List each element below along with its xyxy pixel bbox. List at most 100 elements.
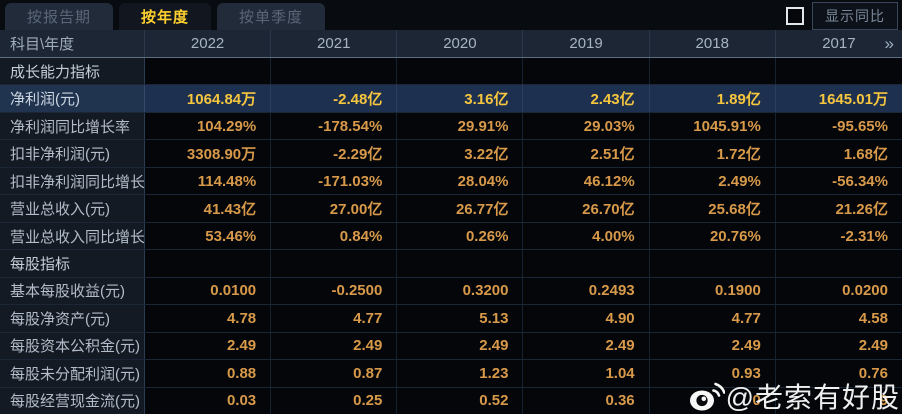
corner-header-cell: 科目\年度 <box>0 30 145 57</box>
cell-value: 0.0200 <box>775 277 902 305</box>
cell-value: 1045.91% <box>649 112 776 140</box>
row-label: 每股净资产(元) <box>0 305 145 332</box>
section-row[interactable]: 每股指标 <box>0 250 902 278</box>
year-header: 2018 <box>650 30 776 57</box>
cell-value: 2.49 <box>397 332 524 360</box>
cell-value <box>775 58 902 85</box>
cell-value: 25.68亿 <box>649 195 776 222</box>
cell-value <box>649 250 776 277</box>
cell-value: -95.65% <box>775 112 902 140</box>
cell-value: 0.03 <box>145 387 272 414</box>
row-label: 每股资本公积金(元) <box>0 332 145 360</box>
cell-value: 0.25 <box>271 387 398 414</box>
cell-value: 1645.01万 <box>775 85 902 112</box>
cell-value: -56.34% <box>775 167 902 195</box>
cell-value: -178.54% <box>271 112 398 140</box>
table-row[interactable]: 营业总收入同比增长率 53.46%0.84%0.26%4.00%20.76%-2… <box>0 222 902 251</box>
cell-value: 53.46% <box>145 222 272 250</box>
show-yoy-label[interactable]: 显示同比 <box>812 2 898 30</box>
cell-value: 4.00% <box>523 222 650 250</box>
cell-value: 2.49 <box>523 332 650 360</box>
table-body: 成长能力指标 净利润(元) 1064.84万 -2.48亿 3.16亿 2.43亿 1.… <box>0 58 902 414</box>
cell-value: 0.1900 <box>649 277 776 305</box>
cell-value: 1064.84万 <box>145 85 272 112</box>
tab-report-period[interactable]: 按报告期 <box>5 3 114 30</box>
table-header-row: 科目\年度 2022 2021 2020 2019 2018 2017 » <box>0 30 902 58</box>
cell-value: 0.76 <box>775 360 902 387</box>
cell-value: 29.03% <box>523 112 650 140</box>
year-header: 2017 » <box>776 30 902 57</box>
table-row[interactable]: 基本每股收益(元) 0.0100 -0.2500 0.3200 0.2493 0.190… <box>0 277 902 306</box>
cell-value: 0.84% <box>271 222 398 250</box>
tab-quarterly[interactable]: 按单季度 <box>217 3 326 30</box>
year-header: 2020 <box>397 30 524 57</box>
top-right-controls: 显示同比 <box>786 2 898 30</box>
section-row[interactable]: 成长能力指标 <box>0 58 902 86</box>
cell-value: 0.0100 <box>145 277 272 305</box>
cell-value: 0.93 <box>649 360 776 387</box>
cell-value: 0.36 <box>523 387 650 414</box>
cell-value: 1.89亿 <box>649 85 776 112</box>
cell-value: 4.90 <box>523 305 650 332</box>
table-row[interactable]: 扣非净利润同比增长率 114.48%-171.03%28.04%46.12%2.… <box>0 167 902 196</box>
year-header: 2021 <box>271 30 398 57</box>
table-row[interactable]: 扣非净利润(元) 3308.90万 -2.29亿 3.22亿 2.51亿 1.72亿 1.… <box>0 140 902 168</box>
table-row[interactable]: 每股经营现金流(元) 0.03 0.25 0.52 0.36 0 9 <box>0 387 902 414</box>
cell-value: 1.68亿 <box>775 140 902 167</box>
row-label: 扣非净利润(元) <box>0 140 145 167</box>
cell-value: 29.91% <box>397 112 524 140</box>
cell-value <box>145 250 272 277</box>
cell-value <box>397 250 524 277</box>
year-header: 2019 <box>523 30 650 57</box>
cell-value: 4.77 <box>649 305 776 332</box>
row-label: 净利润(元) <box>0 85 145 112</box>
table-row[interactable]: 每股资本公积金(元) 2.49 2.49 2.49 2.49 2.49 2.49 <box>0 332 902 361</box>
table-row[interactable]: 净利润同比增长率 104.29% -178.54% 29.91% 29.03% 1045… <box>0 112 902 141</box>
cell-value <box>271 58 398 85</box>
cell-value <box>775 250 902 277</box>
cell-value: -171.03% <box>271 167 398 195</box>
cell-value <box>649 58 776 85</box>
cell-value: 0.26% <box>397 222 524 250</box>
tab-annual[interactable]: 按年度 <box>119 3 212 30</box>
cell-value: 0.87 <box>271 360 398 387</box>
row-label: 每股指标 <box>0 250 145 277</box>
cell-value: 20.76% <box>649 222 776 250</box>
table-row[interactable]: 每股净资产(元) 4.78 4.77 5.13 4.90 4.77 4.58 <box>0 305 902 333</box>
cell-value: 26.77亿 <box>397 195 524 222</box>
tabs-container: 按报告期 按年度 按单季度 <box>5 0 331 30</box>
cell-value: 0.88 <box>145 360 272 387</box>
cell-value: 3308.90万 <box>145 140 272 167</box>
cell-value: 0.2493 <box>523 277 650 305</box>
cell-value: 2.49% <box>649 167 776 195</box>
cell-value: -2.31% <box>775 222 902 250</box>
cell-value <box>523 58 650 85</box>
table-row[interactable]: 净利润(元) 1064.84万 -2.48亿 3.16亿 2.43亿 1.89亿 1645… <box>0 85 902 113</box>
row-label: 每股经营现金流(元) <box>0 387 145 414</box>
cell-value: 4.77 <box>271 305 398 332</box>
cell-value: 0.3200 <box>397 277 524 305</box>
cell-value: 2.51亿 <box>523 140 650 167</box>
scroll-more-icon[interactable]: » <box>884 33 894 53</box>
row-label: 每股未分配利润(元) <box>0 360 145 387</box>
row-label: 成长能力指标 <box>0 58 145 85</box>
cell-value <box>523 250 650 277</box>
cell-value: 0.52 <box>397 387 524 414</box>
year-header-label: 2017 <box>822 35 856 52</box>
cell-value: 1.72亿 <box>649 140 776 167</box>
cell-value: 27.00亿 <box>271 195 398 222</box>
row-label: 基本每股收益(元) <box>0 277 145 305</box>
row-label: 净利润同比增长率 <box>0 112 145 140</box>
cell-value: 104.29% <box>145 112 272 140</box>
cell-value: 1.04 <box>523 360 650 387</box>
show-yoy-checkbox[interactable] <box>786 7 804 25</box>
row-label: 营业总收入同比增长率 <box>0 222 145 250</box>
cell-value: -0.2500 <box>271 277 398 305</box>
cell-value: 3.22亿 <box>397 140 524 167</box>
table-row[interactable]: 营业总收入(元) 41.43亿 27.00亿 26.77亿 26.70亿 25.68亿 2… <box>0 195 902 223</box>
cell-value: 41.43亿 <box>145 195 272 222</box>
cell-value: 3.16亿 <box>397 85 524 112</box>
table-row[interactable]: 每股未分配利润(元) 0.88 0.87 1.23 1.04 0.93 0.76 <box>0 360 902 388</box>
cell-value: 21.26亿 <box>775 195 902 222</box>
row-label: 营业总收入(元) <box>0 195 145 222</box>
